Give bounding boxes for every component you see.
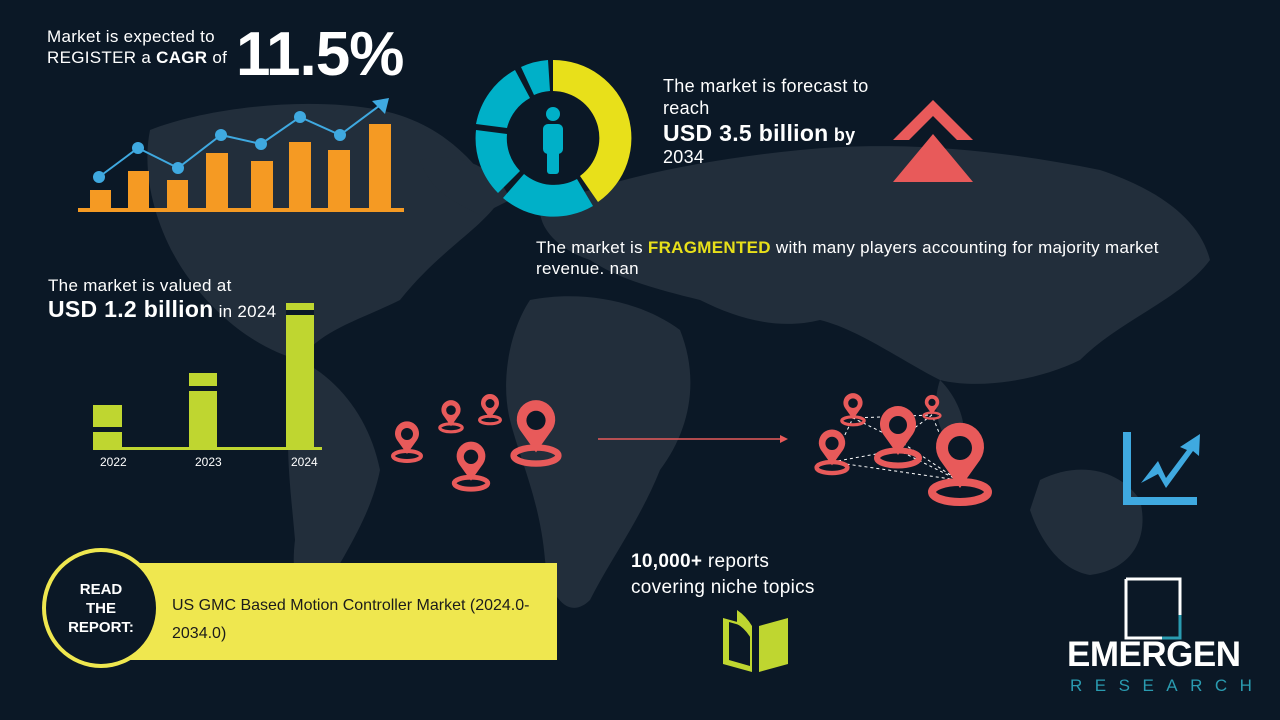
illustration-bar: [251, 161, 273, 210]
cagr-bold: CAGR: [156, 48, 208, 67]
illustration-bar: [369, 124, 391, 210]
report-banner[interactable]: US GMC Based Motion Controller Market (2…: [120, 563, 557, 660]
valued-value: USD 1.2 billion: [48, 296, 214, 322]
illustration-bar: [167, 180, 188, 210]
reports-word: reports: [707, 551, 770, 572]
illustration-bar: [328, 150, 350, 210]
cagr-suffix: of: [212, 48, 228, 67]
illustration-bar: [90, 190, 111, 210]
reports-count: 10,000+: [631, 551, 703, 572]
illustration-bar: [128, 171, 149, 210]
fragmented-text: The market is FRAGMENTED with many playe…: [536, 237, 1216, 279]
year-bar: [189, 373, 217, 449]
reports-line2: covering niche topics: [631, 577, 815, 598]
fragmented-suffix: with many players accounting for majorit…: [775, 238, 1159, 257]
read-report-button[interactable]: READ THE REPORT:: [42, 548, 160, 668]
illustration-bar: [289, 142, 311, 210]
fragmented-highlight: FRAGMENTED: [647, 238, 771, 257]
reports-count-text: 10,000+ reports covering niche topics: [631, 549, 815, 601]
logo-name: EMERGEN: [1067, 635, 1241, 674]
cagr-line1: Market is expected to: [47, 27, 215, 46]
valued-line1: The market is valued at: [48, 276, 232, 295]
valued-text: The market is valued at USD 1.2 billion …: [48, 275, 276, 322]
valued-suffix: in 2024: [218, 302, 277, 321]
forecast-line2: reach: [663, 98, 710, 118]
forecast-year: 2034: [663, 147, 705, 167]
logo-sub: RESEARCH: [1070, 676, 1265, 695]
illustration-baseline: [78, 208, 404, 212]
illustration-line: [98, 102, 384, 178]
read-label: READ: [79, 580, 123, 598]
report-label: REPORT:: [68, 618, 134, 636]
fragmented-line2: revenue. nan: [536, 259, 639, 278]
year-label: 2023: [195, 455, 222, 469]
fragmented-prefix: The market is: [536, 238, 643, 257]
forecast-text: The market is forecast to reach USD 3.5 …: [663, 75, 869, 168]
year-label: 2022: [100, 455, 127, 469]
year-bar: [286, 303, 314, 449]
cagr-prefix: REGISTER a: [47, 48, 152, 67]
forecast-by: by: [833, 125, 856, 145]
year-label: 2024: [291, 455, 318, 469]
report-title[interactable]: US GMC Based Motion Controller Market (2…: [172, 597, 530, 642]
arrow-head-icon: [372, 98, 389, 114]
the-label: THE: [86, 599, 116, 617]
illustration-bar: [206, 153, 228, 210]
cagr-value: 11.5%: [236, 20, 404, 89]
forecast-line1: The market is forecast to: [663, 76, 869, 96]
forecast-value: USD 3.5 billion: [663, 120, 829, 146]
cagr-text: Market is expected to REGISTER a CAGR of: [47, 26, 227, 68]
arrow-right-icon: [780, 435, 788, 443]
